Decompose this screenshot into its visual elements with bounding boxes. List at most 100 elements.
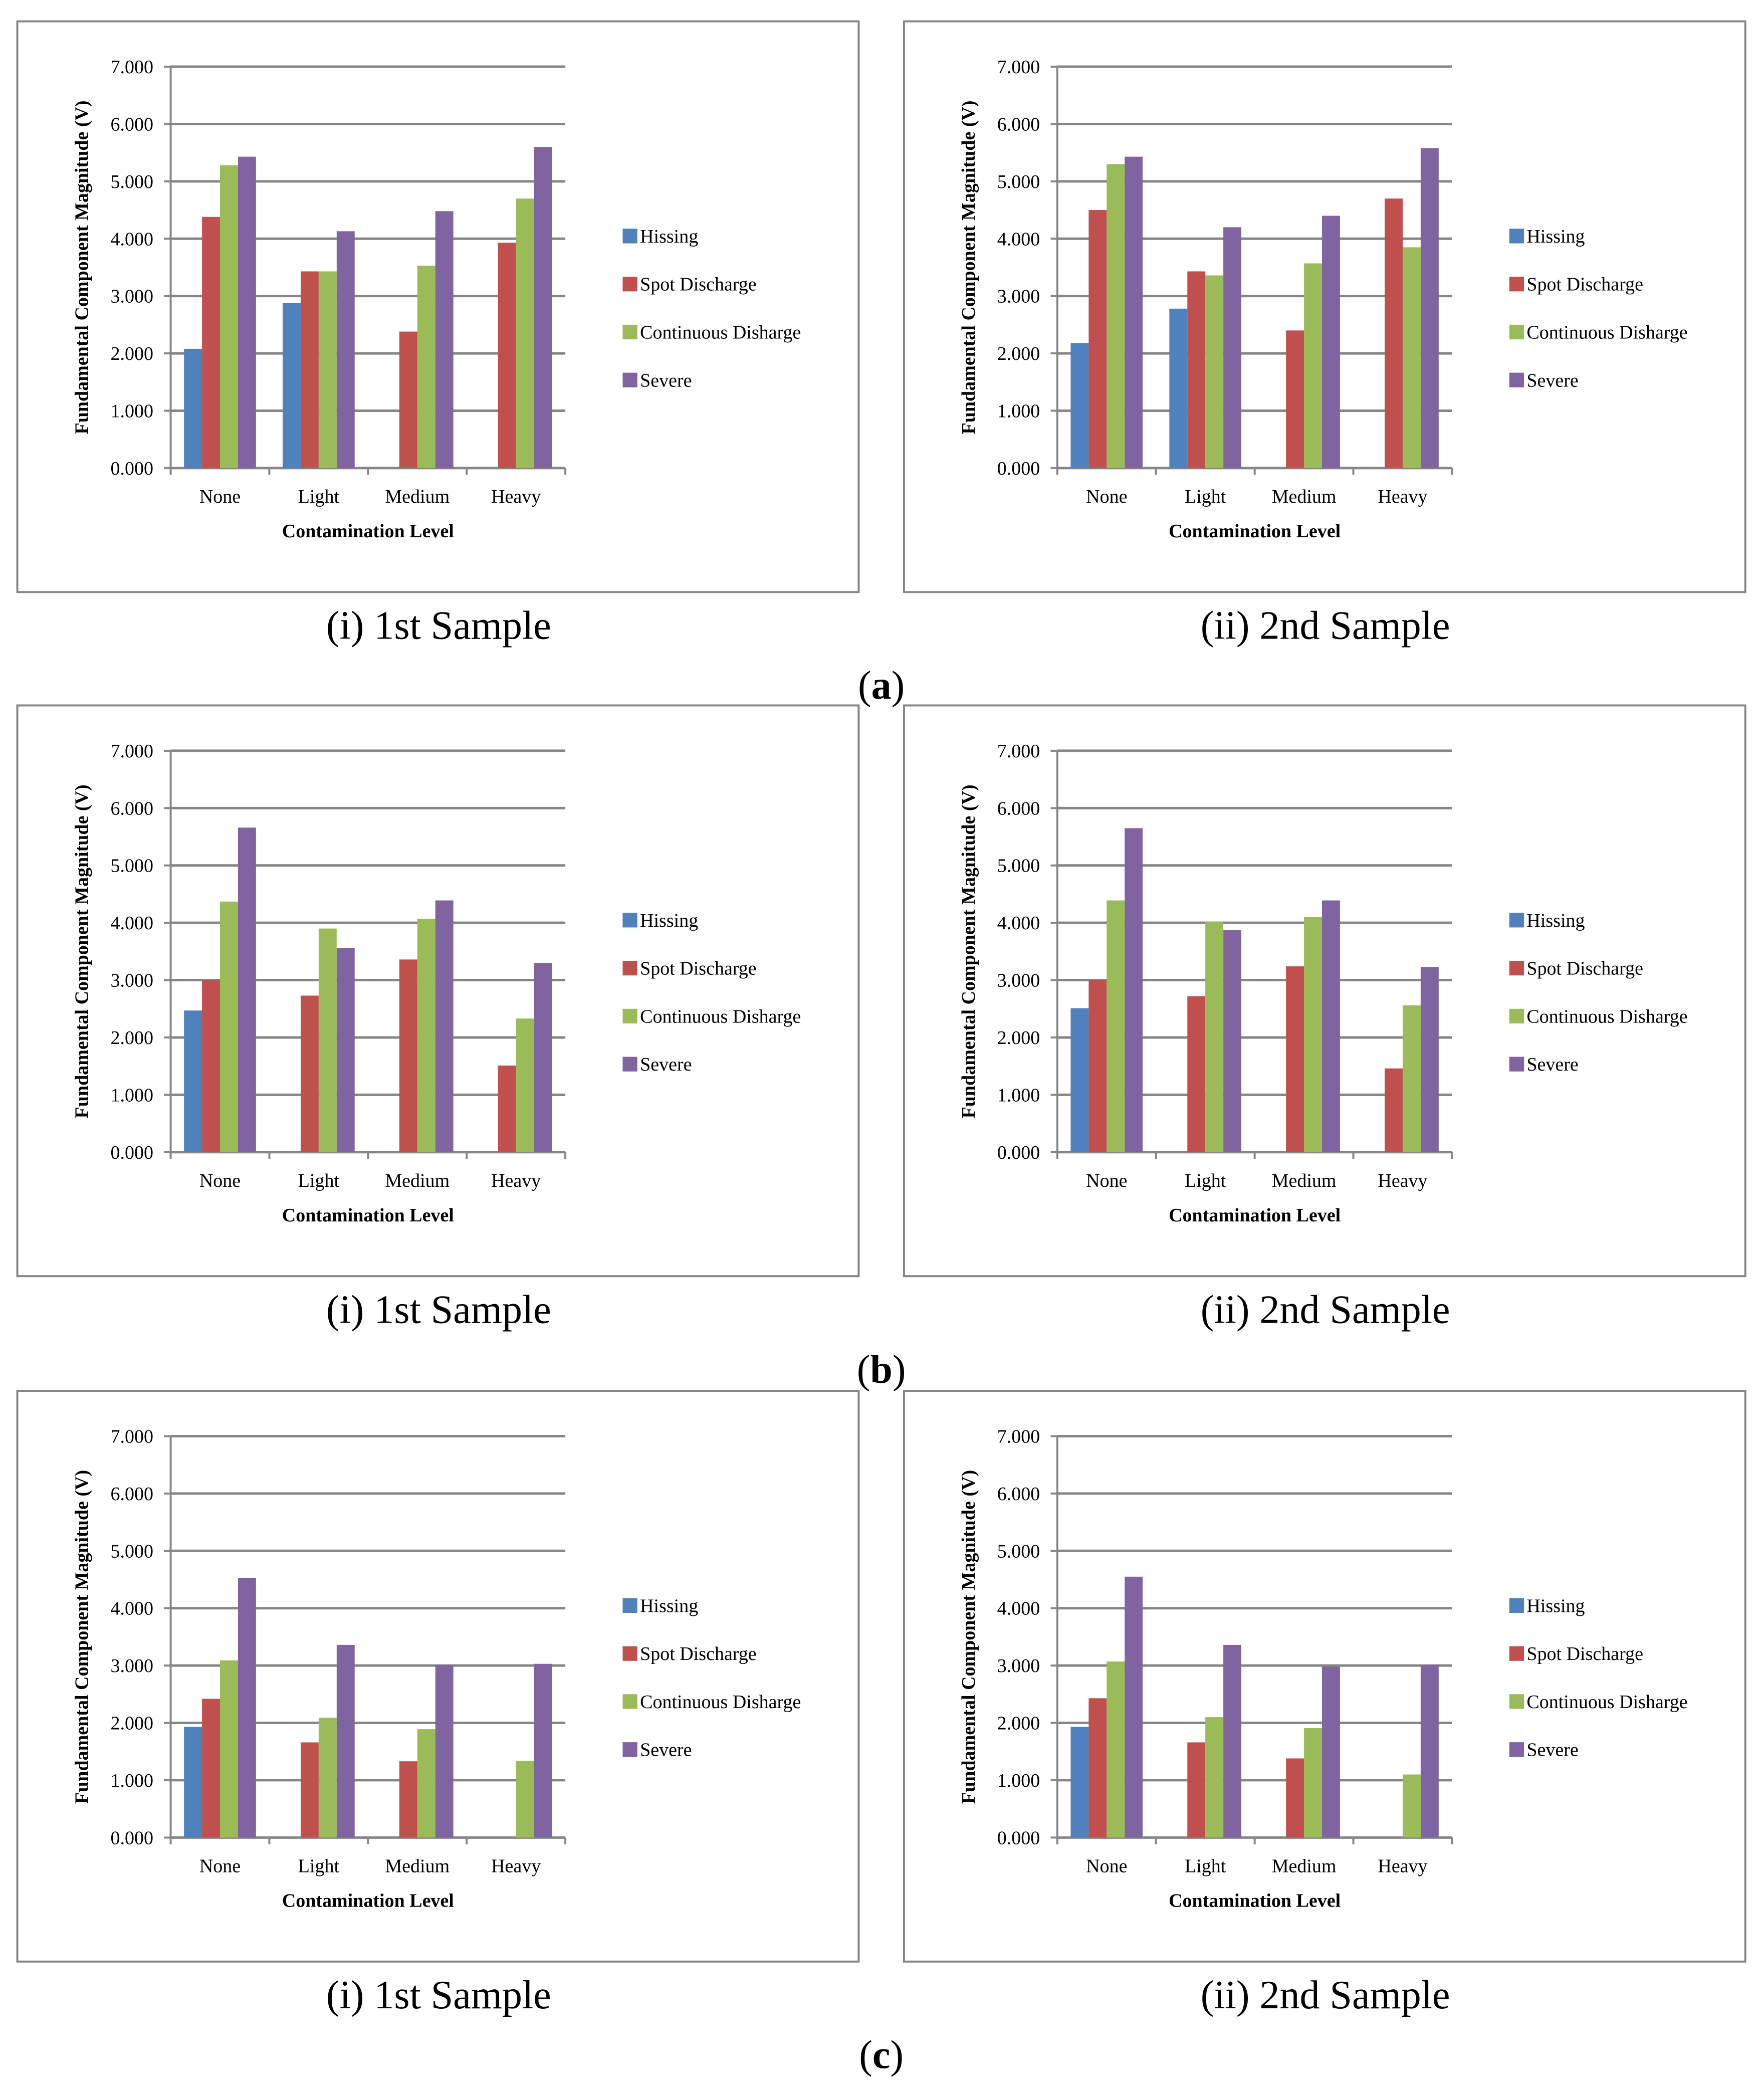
bar-continuous-disharge-medium xyxy=(417,919,435,1152)
legend-swatch xyxy=(622,960,637,976)
bar-continuous-disharge-light xyxy=(318,1718,337,1838)
bar-hissing-none xyxy=(1070,1727,1089,1838)
bar-spot-discharge-medium xyxy=(1286,330,1304,468)
bar-spot-discharge-none xyxy=(202,217,220,468)
legend-swatch xyxy=(1509,1598,1524,1613)
bar-continuous-disharge-medium xyxy=(417,266,435,468)
legend-swatch xyxy=(1509,229,1524,244)
x-tick-label: Light xyxy=(298,1856,340,1877)
bar-continuous-disharge-light xyxy=(318,271,337,468)
bar-spot-discharge-medium xyxy=(399,959,417,1152)
row-label: (a) xyxy=(858,664,905,708)
y-tick-label: 3.000 xyxy=(110,1655,153,1677)
x-tick-label: Medium xyxy=(385,486,450,507)
y-axis-label: Fundamental Component Magnitude (V) xyxy=(958,784,979,1118)
x-tick-label: Medium xyxy=(1272,486,1337,507)
legend-label: Spot Discharge xyxy=(640,958,757,979)
x-tick-label: Medium xyxy=(1272,1170,1337,1191)
y-tick-label: 0.000 xyxy=(997,458,1040,479)
legend-swatch xyxy=(1509,372,1524,387)
bar-continuous-disharge-medium xyxy=(417,1729,435,1838)
legend-label: Hissing xyxy=(640,226,698,247)
legend-label: Severe xyxy=(1526,370,1578,391)
bar-spot-discharge-medium xyxy=(1286,966,1304,1152)
x-tick-label: Light xyxy=(1185,1856,1226,1877)
legend-label: Spot Discharge xyxy=(1526,958,1643,979)
x-tick-label: Light xyxy=(1185,486,1226,507)
bar-spot-discharge-light xyxy=(1187,1742,1206,1838)
bar-severe-light xyxy=(1223,1644,1242,1838)
legend-label: Spot Discharge xyxy=(640,1643,757,1664)
y-tick-label: 7.000 xyxy=(110,57,153,78)
legend-swatch xyxy=(1509,960,1524,976)
bar-severe-light xyxy=(336,948,355,1152)
bar-spot-discharge-light xyxy=(300,1742,319,1838)
legend-label: Continuous Disharge xyxy=(640,1006,801,1027)
y-tick-label: 2.000 xyxy=(997,1027,1040,1049)
bar-spot-discharge-medium xyxy=(399,331,417,468)
bar-severe-light xyxy=(336,1644,355,1838)
bar-spot-discharge-light xyxy=(300,995,319,1152)
y-tick-label: 6.000 xyxy=(997,1484,1040,1505)
y-tick-label: 2.000 xyxy=(110,1713,153,1734)
legend-label: Severe xyxy=(1526,1740,1578,1761)
x-tick-label: Heavy xyxy=(1378,486,1427,507)
bar-spot-discharge-none xyxy=(202,980,220,1152)
y-axis-label: Fundamental Component Magnitude (V) xyxy=(72,1470,93,1804)
bar-continuous-disharge-heavy xyxy=(1402,1774,1421,1838)
bar-severe-heavy xyxy=(1420,148,1439,468)
legend-swatch xyxy=(622,277,637,292)
legend-swatch xyxy=(1509,1694,1524,1709)
legend-swatch xyxy=(622,1057,637,1072)
legend-swatch xyxy=(622,1742,637,1757)
legend-swatch xyxy=(622,229,637,244)
y-tick-label: 0.000 xyxy=(110,458,153,479)
legend-label: Hissing xyxy=(1526,226,1585,247)
bar-continuous-disharge-none xyxy=(1107,1661,1125,1838)
y-tick-label: 6.000 xyxy=(997,798,1040,819)
bar-spot-discharge-none xyxy=(1088,1698,1107,1838)
bar-severe-none xyxy=(238,1578,256,1838)
legend-label: Hissing xyxy=(640,1595,698,1616)
bar-severe-medium xyxy=(435,1664,454,1838)
bar-spot-discharge-light xyxy=(1187,271,1206,468)
y-tick-label: 3.000 xyxy=(110,286,153,307)
legend-label: Severe xyxy=(1526,1054,1578,1075)
bar-continuous-disharge-none xyxy=(1107,900,1125,1152)
y-tick-label: 3.000 xyxy=(997,970,1040,991)
chart-panel-1: 0.000 1.000 2.000 3.000 4.000 5.000 6.000 7.000… xyxy=(16,20,860,648)
legend-label: Hissing xyxy=(1526,1595,1585,1616)
x-tick-label: None xyxy=(1086,486,1127,507)
bar-severe-medium xyxy=(1322,900,1340,1152)
x-axis-label: Contamination Level xyxy=(282,1205,454,1226)
legend-swatch xyxy=(622,913,637,928)
legend-swatch xyxy=(1509,277,1524,292)
bar-severe-medium xyxy=(435,900,454,1152)
y-axis-label: Fundamental Component Magnitude (V) xyxy=(72,100,93,434)
legend-swatch xyxy=(622,372,637,387)
bar-continuous-disharge-none xyxy=(1107,164,1125,468)
y-tick-label: 7.000 xyxy=(997,1426,1040,1447)
bar-spot-discharge-heavy xyxy=(498,1066,516,1152)
bar-hissing-light xyxy=(283,303,301,468)
panel-caption: (i) 1st Sample xyxy=(326,603,551,648)
legend-label: Severe xyxy=(640,1054,692,1075)
x-tick-label: Medium xyxy=(385,1170,450,1191)
bar-severe-none xyxy=(238,827,256,1152)
legend-label: Continuous Disharge xyxy=(640,1692,801,1713)
y-tick-label: 4.000 xyxy=(110,1598,153,1619)
x-tick-label: Medium xyxy=(1272,1856,1337,1877)
legend-label: Severe xyxy=(640,370,692,391)
y-tick-label: 1.000 xyxy=(997,1085,1040,1106)
bar-spot-discharge-light xyxy=(300,271,319,468)
y-tick-label: 5.000 xyxy=(110,1541,153,1562)
legend-label: Continuous Disharge xyxy=(1526,1692,1687,1713)
legend-label: Continuous Disharge xyxy=(1526,1006,1687,1027)
x-axis-label: Contamination Level xyxy=(282,1891,454,1912)
y-axis-label: Fundamental Component Magnitude (V) xyxy=(958,100,979,434)
legend-swatch xyxy=(1509,324,1524,340)
x-tick-label: Heavy xyxy=(491,486,541,507)
chart-panels: 0.000 1.000 2.000 3.000 4.000 5.000 6.000 7.000… xyxy=(16,20,1746,2017)
bar-hissing-none xyxy=(1070,1008,1089,1152)
